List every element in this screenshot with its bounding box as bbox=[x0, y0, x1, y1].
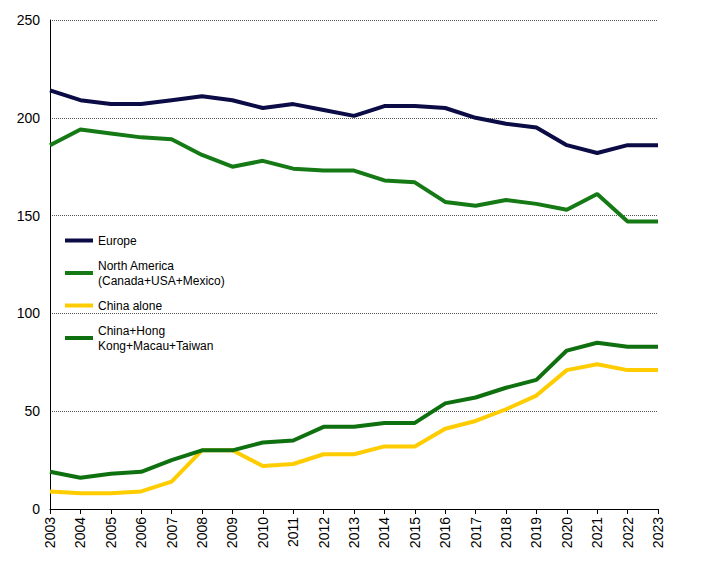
svg-text:2011: 2011 bbox=[285, 517, 301, 547]
svg-text:2010: 2010 bbox=[255, 517, 271, 548]
svg-text:China+Hong: China+Hong bbox=[98, 324, 165, 338]
svg-text:2015: 2015 bbox=[407, 517, 423, 548]
svg-text:2008: 2008 bbox=[194, 517, 210, 548]
svg-text:China alone: China alone bbox=[98, 299, 162, 313]
svg-text:2013: 2013 bbox=[346, 517, 362, 548]
svg-text:North America: North America bbox=[98, 259, 174, 273]
svg-text:2003: 2003 bbox=[42, 517, 58, 548]
svg-text:2019: 2019 bbox=[528, 517, 544, 548]
svg-text:2012: 2012 bbox=[316, 517, 332, 548]
svg-text:2005: 2005 bbox=[103, 517, 119, 548]
svg-text:2018: 2018 bbox=[498, 517, 514, 548]
svg-text:2016: 2016 bbox=[437, 517, 453, 548]
svg-text:2023: 2023 bbox=[650, 517, 666, 548]
svg-text:Kong+Macau+Taiwan: Kong+Macau+Taiwan bbox=[98, 339, 213, 353]
svg-text:100: 100 bbox=[17, 305, 41, 321]
svg-text:2014: 2014 bbox=[376, 517, 392, 548]
svg-text:2021: 2021 bbox=[589, 517, 605, 548]
svg-text:2017: 2017 bbox=[468, 517, 484, 548]
svg-text:Europe: Europe bbox=[98, 234, 137, 248]
svg-text:(Canada+USA+Mexico): (Canada+USA+Mexico) bbox=[98, 274, 225, 288]
svg-text:2009: 2009 bbox=[224, 517, 240, 548]
svg-text:2022: 2022 bbox=[620, 517, 636, 548]
svg-text:2007: 2007 bbox=[164, 517, 180, 548]
svg-text:50: 50 bbox=[24, 403, 40, 419]
svg-text:2006: 2006 bbox=[133, 517, 149, 548]
svg-text:250: 250 bbox=[17, 12, 41, 28]
svg-text:2004: 2004 bbox=[72, 517, 88, 548]
svg-text:2020: 2020 bbox=[559, 517, 575, 548]
svg-text:0: 0 bbox=[32, 501, 40, 517]
svg-text:150: 150 bbox=[17, 208, 41, 224]
svg-text:200: 200 bbox=[17, 110, 41, 126]
